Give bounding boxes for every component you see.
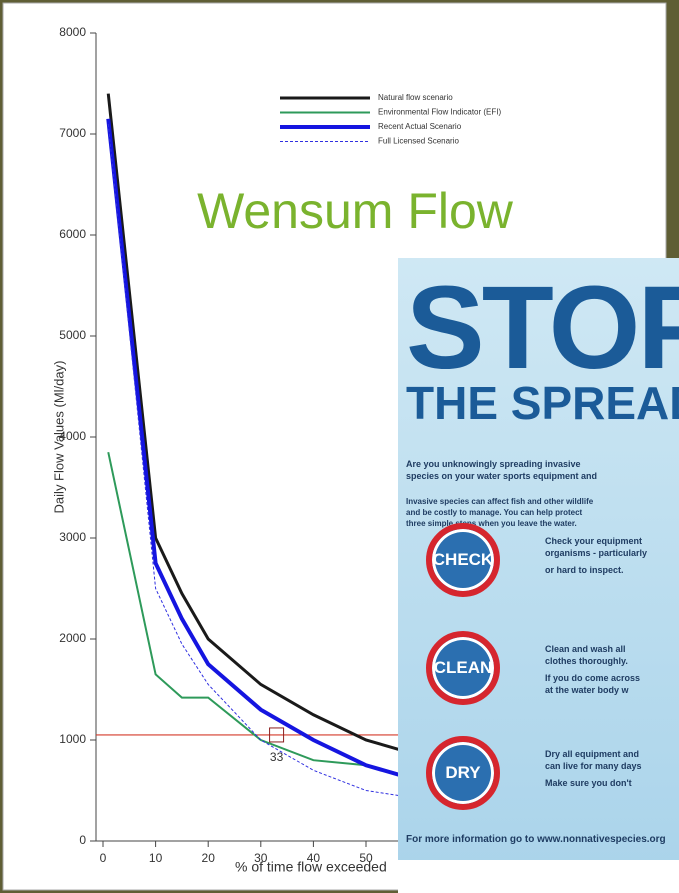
y-tick-label: 6000 [59, 227, 86, 241]
step-text-line: can live for many days [545, 760, 642, 772]
annotation-label: 33 [270, 750, 284, 764]
y-tick-label: 4000 [59, 429, 86, 443]
x-tick-label: 10 [149, 851, 163, 865]
x-tick-label: 30 [254, 851, 268, 865]
x-tick-label: 0 [100, 851, 107, 865]
y-tick-label: 1000 [59, 732, 86, 746]
legend-label: Environmental Flow Indicator (EFI) [378, 108, 501, 117]
step-text-line: Make sure you don't [545, 777, 642, 789]
x-tick-label: 20 [202, 851, 216, 865]
step-text-line: organisms - particularly [545, 547, 647, 559]
x-tick-label: 50 [359, 851, 373, 865]
legend-label: Natural flow scenario [378, 93, 453, 102]
y-tick-label: 3000 [59, 530, 86, 544]
step-text-line: If you do come across [545, 672, 640, 684]
y-tick-label: 0 [79, 833, 86, 847]
poster-footer: For more information go to www.nonnative… [406, 834, 666, 846]
chart-title: Wensum Flow [197, 183, 514, 239]
step-text-line: Check your equipment [545, 535, 647, 547]
step-text-line: Clean and wash all [545, 643, 640, 655]
step-text-line: or hard to inspect. [545, 564, 647, 576]
step-text-line: at the water body w [545, 684, 640, 696]
step-text-line: clothes thoroughly. [545, 655, 640, 667]
step-badge: CHECK [426, 523, 500, 597]
slide: Daily Flow Values (Ml/day) % of time flo… [0, 0, 679, 893]
poster-logo-strip [398, 860, 679, 893]
y-tick-label: 5000 [59, 328, 86, 342]
x-tick-label: 40 [307, 851, 321, 865]
y-tick-label: 7000 [59, 126, 86, 140]
step-text-line: Dry all equipment and [545, 748, 642, 760]
legend-label: Full Licensed Scenario [378, 137, 459, 146]
y-tick-label: 8000 [59, 25, 86, 39]
y-tick-label: 2000 [59, 631, 86, 645]
step-badge: DRY [426, 736, 500, 810]
poster: STOP THE SPREAD Are you unknowingly spre… [398, 258, 679, 893]
step-badge: CLEAN [426, 631, 500, 705]
legend-label: Recent Actual Scenario [378, 122, 462, 131]
